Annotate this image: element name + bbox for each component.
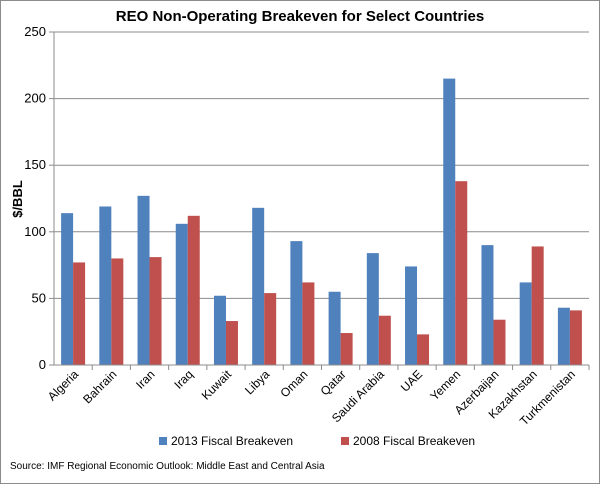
- bar-2013-iraq: [175, 223, 188, 365]
- legend-label-2008: 2008 Fiscal Breakeven: [353, 434, 475, 448]
- bar-2013-uae: [405, 266, 418, 365]
- y-tick-label: 50: [32, 290, 46, 305]
- axes: [49, 31, 590, 370]
- bar-2008-saudi-arabia: [378, 315, 391, 365]
- x-category-label: Iraq: [171, 367, 196, 392]
- bar-2008-qatar: [340, 333, 353, 365]
- x-category-label: Libya: [242, 367, 272, 397]
- bar-2008-azerbaijan: [493, 319, 506, 365]
- source-note: Source: IMF Regional Economic Outlook: M…: [10, 461, 325, 472]
- legend-label-2013: 2013 Fiscal Breakeven: [171, 434, 293, 448]
- bar-2013-saudi-arabia: [366, 253, 379, 365]
- bar-2013-kuwait: [213, 295, 226, 365]
- legend: 2013 Fiscal Breakeven 2008 Fiscal Breakev…: [159, 434, 475, 448]
- bar-2013-iran: [137, 195, 150, 365]
- x-category-label: Qatar: [318, 367, 349, 398]
- bar-2008-bahrain: [111, 258, 124, 365]
- x-category-label: UAE: [398, 367, 425, 394]
- bars: [61, 78, 582, 366]
- bar-2008-uae: [417, 334, 430, 365]
- y-tick-label: 150: [24, 157, 46, 172]
- bar-2013-turkmenistan: [557, 307, 570, 365]
- x-category-label: Bahrain: [80, 367, 119, 406]
- y-tick-label: 250: [24, 24, 46, 39]
- bar-2013-algeria: [61, 213, 74, 365]
- bar-2008-libya: [264, 293, 277, 365]
- gridlines: [54, 31, 589, 299]
- bar-2013-oman: [290, 241, 303, 365]
- bar-2013-libya: [252, 207, 265, 365]
- bar-2008-turkmenistan: [569, 310, 582, 365]
- x-category-label: Iran: [133, 367, 158, 392]
- bar-2013-azerbaijan: [481, 245, 494, 365]
- bar-2008-iran: [149, 257, 162, 365]
- y-tick-label: 0: [39, 357, 46, 372]
- bar-2013-bahrain: [99, 206, 112, 365]
- bar-2008-iraq: [187, 215, 200, 365]
- bar-2013-yemen: [443, 78, 456, 366]
- bar-2013-qatar: [328, 291, 341, 365]
- chart-title: REO Non-Operating Breakeven for Select C…: [115, 8, 485, 25]
- y-axis-title: $/BBL: [10, 180, 25, 218]
- bar-2008-kuwait: [225, 321, 238, 365]
- bar-2008-kazakhstan: [531, 246, 544, 365]
- bar-2008-yemen: [455, 181, 468, 365]
- bar-2008-oman: [302, 282, 315, 365]
- y-tick-label: 100: [24, 224, 46, 239]
- x-category-label: Yemen: [427, 367, 463, 403]
- y-tick-label: 200: [24, 91, 46, 106]
- x-category-label: Kuwait: [199, 367, 235, 403]
- x-category-label: Oman: [278, 367, 311, 400]
- legend-swatch-2013: [159, 437, 167, 445]
- legend-swatch-2008: [341, 437, 349, 445]
- bar-2013-kazakhstan: [519, 282, 532, 365]
- x-category-label: Algeria: [45, 367, 82, 404]
- bar-2008-algeria: [73, 262, 86, 365]
